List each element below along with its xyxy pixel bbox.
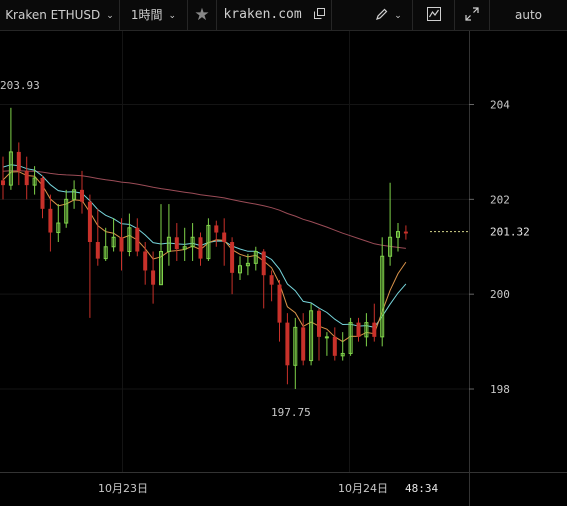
candle-body — [301, 327, 306, 361]
price-tick-label: 202 — [490, 193, 510, 206]
candle-body — [111, 236, 116, 248]
candle-body — [261, 251, 266, 276]
candle-body — [166, 236, 171, 253]
candle-body — [72, 189, 77, 200]
scale-mode-button[interactable]: auto — [490, 0, 567, 30]
candle-body — [388, 236, 393, 257]
moving-averages — [2, 164, 407, 343]
candle-body — [364, 322, 369, 338]
candle-body — [151, 270, 156, 285]
candle-body — [214, 225, 219, 233]
candle-body — [103, 246, 108, 260]
candle-body — [8, 151, 13, 186]
chart-toolbar: Kraken ETHUSD ⌄ 1時間 ⌄ ★ kraken.com ⌄ auto — [0, 0, 567, 31]
time-label-oct24: 10月24日 — [338, 482, 388, 495]
scale-mode-label: auto — [514, 8, 542, 22]
candle-body — [356, 322, 361, 337]
candle-body — [403, 231, 408, 234]
external-link-icon — [313, 8, 325, 19]
candle-body — [119, 237, 124, 252]
candle-body — [293, 326, 298, 366]
chevron-down-icon: ⌄ — [394, 11, 402, 21]
interval-label: 1時間 — [130, 8, 163, 22]
symbol-selector[interactable]: Kraken ETHUSD ⌄ — [0, 0, 120, 30]
price-tick-label: 204 — [490, 99, 510, 112]
candle-body — [380, 255, 385, 338]
interval-selector[interactable]: 1時間 ⌄ — [120, 0, 188, 30]
candle-body — [40, 178, 45, 209]
candle-body — [174, 237, 179, 250]
candle-body — [340, 352, 345, 357]
site-label: kraken.com — [223, 7, 302, 22]
candle-body — [56, 222, 61, 234]
candle-body — [332, 336, 337, 356]
time-label-oct23: 10月23日 — [98, 482, 148, 495]
candle-body — [95, 242, 100, 259]
grid — [0, 31, 469, 472]
low-price-label: 197.75 — [271, 406, 311, 419]
candle-body — [317, 310, 321, 337]
high-price-label: 203.93 — [0, 79, 40, 92]
candle-body — [24, 170, 29, 186]
candle-body — [16, 151, 21, 171]
candle-body — [309, 310, 314, 362]
candle-body — [206, 224, 211, 260]
spacer — [332, 0, 365, 30]
candle-body — [245, 262, 250, 267]
candle-body — [87, 201, 92, 243]
candles — [1, 107, 408, 390]
fullscreen-button[interactable] — [455, 0, 490, 30]
bar-countdown: 48:34 — [405, 482, 438, 495]
star-icon[interactable]: ★ — [188, 0, 217, 30]
candle-body — [135, 227, 140, 252]
candle-body — [348, 322, 353, 354]
ma-fast-line — [2, 171, 407, 343]
chevron-down-icon: ⌄ — [106, 11, 114, 21]
pencil-icon — [376, 8, 388, 20]
candle-body — [277, 284, 282, 323]
price-tick-label: 198 — [490, 383, 510, 396]
site-link[interactable]: kraken.com — [217, 0, 332, 30]
price-axis: 204 202 200 198 — [469, 99, 510, 396]
chevron-down-icon: ⌄ — [168, 11, 177, 21]
symbol-label: Kraken ETHUSD — [5, 8, 101, 22]
ma-mid-line — [2, 164, 407, 328]
candle-body — [372, 322, 377, 337]
candle-body — [253, 251, 258, 264]
ma-slow-line — [2, 170, 406, 249]
candle-body — [64, 198, 69, 224]
price-chart[interactable]: 204 202 200 198 201.32 203.93 197.75 10月23日… — [0, 31, 567, 506]
candle-body — [285, 322, 290, 366]
candle-body — [324, 336, 329, 339]
indicators-button[interactable] — [413, 0, 455, 30]
indicator-icon — [426, 7, 441, 21]
candle-body — [198, 237, 203, 259]
price-tick-label: 200 — [490, 288, 510, 301]
candle-body — [182, 246, 187, 250]
candle-body — [230, 242, 235, 273]
drawing-tools-button[interactable]: ⌄ — [365, 0, 413, 30]
candle-body — [127, 227, 132, 253]
candle-body — [80, 189, 84, 202]
candle-body — [396, 231, 400, 238]
candle-body — [238, 265, 242, 274]
candle-body — [269, 275, 274, 285]
candle-body — [222, 232, 227, 243]
candle-body — [48, 208, 53, 233]
candle-body — [32, 177, 37, 186]
candle-body — [1, 180, 5, 186]
candle-body — [159, 251, 163, 286]
expand-icon — [465, 7, 479, 21]
last-price-label: 201.32 — [490, 226, 530, 239]
candle-body — [143, 251, 148, 271]
candle-body — [190, 236, 195, 248]
